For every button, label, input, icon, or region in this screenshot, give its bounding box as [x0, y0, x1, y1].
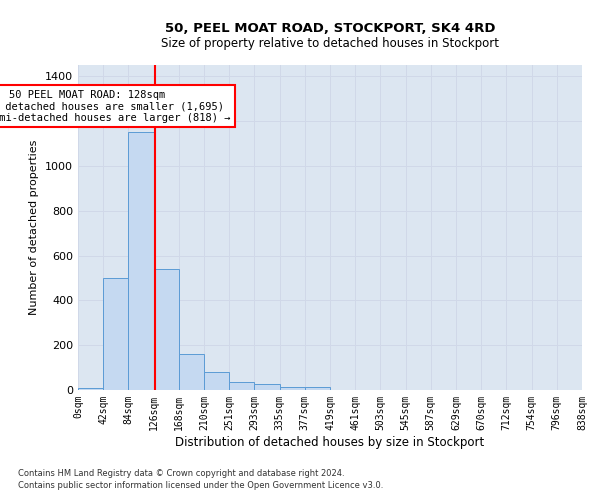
- Text: Contains HM Land Registry data © Crown copyright and database right 2024.: Contains HM Land Registry data © Crown c…: [18, 468, 344, 477]
- Y-axis label: Number of detached properties: Number of detached properties: [29, 140, 40, 315]
- Bar: [305, 386, 330, 390]
- Bar: [128, 132, 154, 390]
- Bar: [254, 384, 280, 390]
- Bar: [154, 269, 179, 390]
- Bar: [204, 372, 229, 390]
- Bar: [103, 278, 128, 390]
- Text: Size of property relative to detached houses in Stockport: Size of property relative to detached ho…: [161, 38, 499, 51]
- X-axis label: Distribution of detached houses by size in Stockport: Distribution of detached houses by size …: [175, 436, 485, 448]
- Text: Contains public sector information licensed under the Open Government Licence v3: Contains public sector information licen…: [18, 481, 383, 490]
- Text: 50 PEEL MOAT ROAD: 128sqm
← 67% of detached houses are smaller (1,695)
33% of se: 50 PEEL MOAT ROAD: 128sqm ← 67% of detac…: [0, 90, 230, 123]
- Text: 50, PEEL MOAT ROAD, STOCKPORT, SK4 4RD: 50, PEEL MOAT ROAD, STOCKPORT, SK4 4RD: [165, 22, 495, 36]
- Bar: [78, 388, 103, 390]
- Bar: [179, 354, 204, 390]
- Bar: [229, 382, 254, 390]
- Bar: [280, 386, 305, 390]
